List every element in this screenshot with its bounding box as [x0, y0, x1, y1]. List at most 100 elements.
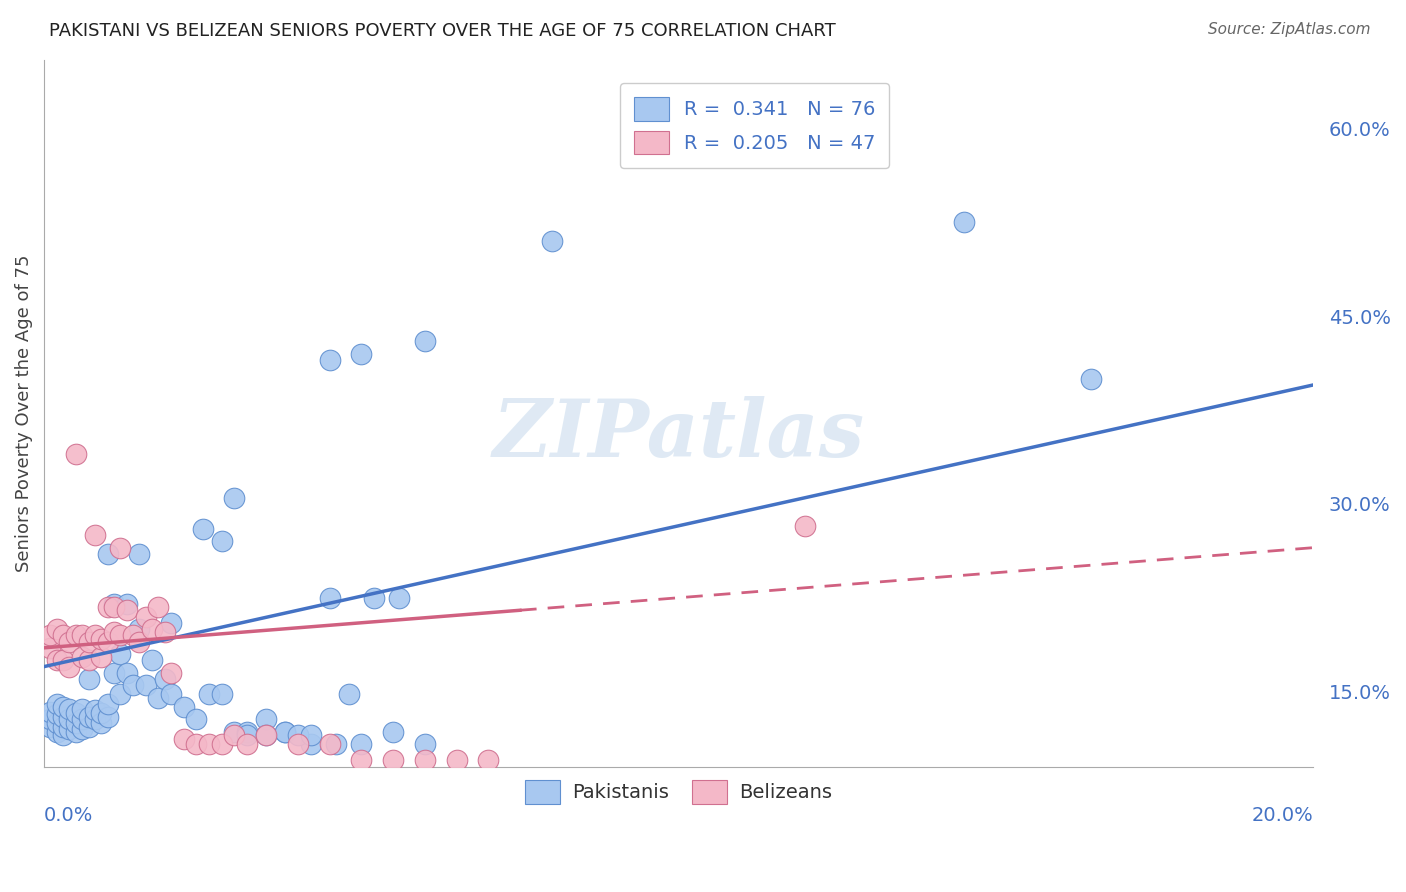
Point [103, 599, 125, 614]
Point [287, 737, 309, 751]
Point [39, 720, 62, 734]
Point [128, 547, 150, 561]
Point [540, 234, 562, 248]
Point [160, 687, 183, 701]
Point [110, 687, 132, 701]
Point [224, 491, 246, 505]
Point [70, 649, 93, 664]
Point [90, 715, 112, 730]
Point [110, 647, 132, 661]
Point [90, 632, 112, 646]
Text: 0.0%: 0.0% [44, 805, 93, 824]
Point [299, 737, 322, 751]
Point [135, 678, 157, 692]
Text: Source: ZipAtlas.com: Source: ZipAtlas.com [1208, 22, 1371, 37]
Point [65, 628, 87, 642]
Point [794, 519, 817, 533]
Point [413, 334, 436, 349]
Point [186, 737, 208, 751]
Point [77, 653, 100, 667]
Point [299, 728, 322, 742]
Point [45, 715, 67, 730]
Point [122, 678, 145, 692]
Point [236, 737, 259, 751]
Point [224, 724, 246, 739]
Text: ZIPatlas: ZIPatlas [492, 396, 865, 473]
Point [70, 722, 93, 736]
Point [115, 665, 138, 680]
Point [211, 737, 233, 751]
Point [52, 720, 75, 734]
Point [70, 628, 93, 642]
Point [70, 702, 93, 716]
Point [350, 754, 373, 768]
Point [135, 609, 157, 624]
Point [39, 705, 62, 719]
Point [413, 754, 436, 768]
Point [350, 737, 373, 751]
Point [83, 628, 105, 642]
Point [96, 547, 118, 561]
Point [58, 659, 80, 673]
Point [65, 724, 87, 739]
Point [160, 615, 183, 630]
Point [103, 597, 125, 611]
Point [96, 599, 118, 614]
Point [39, 712, 62, 726]
Point [153, 624, 176, 639]
Point [83, 703, 105, 717]
Point [318, 737, 340, 751]
Point [191, 522, 214, 536]
Point [337, 687, 360, 701]
Point [325, 737, 347, 751]
Point [115, 597, 138, 611]
Point [128, 622, 150, 636]
Point [83, 712, 105, 726]
Point [65, 715, 87, 730]
Point [211, 687, 233, 701]
Point [110, 628, 132, 642]
Point [52, 653, 75, 667]
Point [363, 591, 385, 605]
Point [173, 732, 195, 747]
Point [65, 447, 87, 461]
Point [115, 603, 138, 617]
Point [254, 728, 277, 742]
Point [236, 728, 259, 742]
Point [173, 699, 195, 714]
Point [52, 699, 75, 714]
Point [148, 599, 170, 614]
Point [186, 712, 208, 726]
Point [103, 624, 125, 639]
Point [45, 724, 67, 739]
Point [39, 640, 62, 655]
Point [153, 672, 176, 686]
Text: PAKISTANI VS BELIZEAN SENIORS POVERTY OVER THE AGE OF 75 CORRELATION CHART: PAKISTANI VS BELIZEAN SENIORS POVERTY OV… [49, 22, 837, 40]
Point [52, 628, 75, 642]
Y-axis label: Seniors Poverty Over the Age of 75: Seniors Poverty Over the Age of 75 [15, 254, 32, 572]
Point [65, 706, 87, 720]
Point [1080, 372, 1102, 386]
Point [211, 534, 233, 549]
Point [198, 687, 221, 701]
Point [318, 591, 340, 605]
Point [141, 653, 163, 667]
Point [388, 591, 411, 605]
Point [90, 649, 112, 664]
Point [128, 634, 150, 648]
Point [77, 634, 100, 648]
Point [58, 634, 80, 648]
Text: 20.0%: 20.0% [1251, 805, 1313, 824]
Point [254, 728, 277, 742]
Point [413, 737, 436, 751]
Point [58, 702, 80, 716]
Point [96, 709, 118, 723]
Legend: Pakistanis, Belizeans: Pakistanis, Belizeans [516, 771, 842, 814]
Point [77, 720, 100, 734]
Point [77, 709, 100, 723]
Point [110, 541, 132, 555]
Point [90, 706, 112, 720]
Point [477, 754, 499, 768]
Point [287, 728, 309, 742]
Point [70, 712, 93, 726]
